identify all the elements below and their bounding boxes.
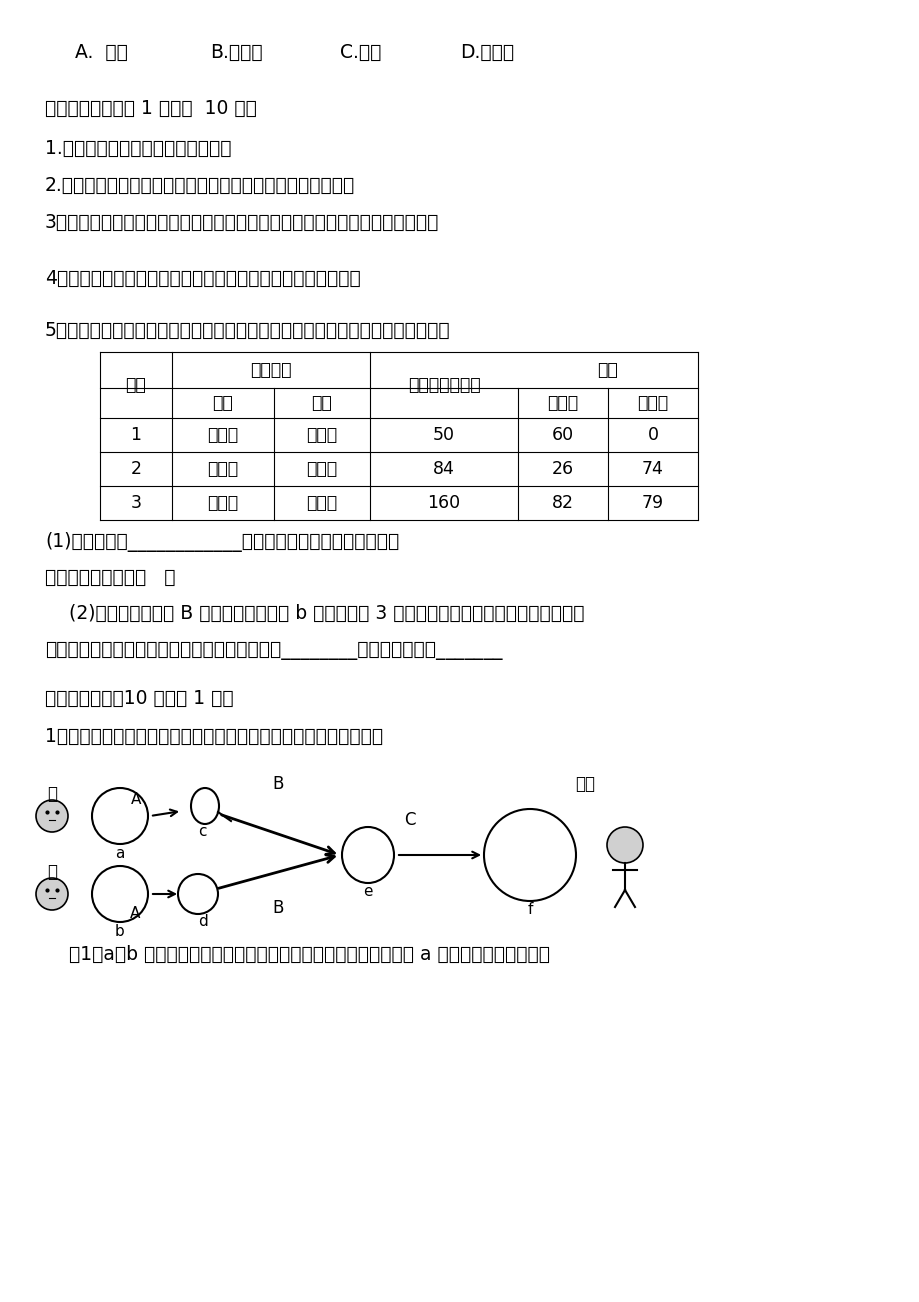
Text: 单眼皮: 单眼皮 (306, 426, 337, 444)
Text: 4、引起变异的原因首先决定于基础的不同，其次与也有关系。: 4、引起变异的原因首先决定于基础的不同，其次与也有关系。 (45, 268, 360, 288)
Text: 1: 1 (130, 426, 142, 444)
Text: 女儿: 女儿 (574, 775, 595, 793)
Text: e: e (363, 884, 372, 898)
Text: 二、填空题（每空 1 分，共  10 分）: 二、填空题（每空 1 分，共 10 分） (45, 99, 256, 117)
Text: 26: 26 (551, 460, 573, 478)
Text: 3: 3 (130, 493, 142, 512)
Text: a: a (115, 846, 125, 862)
Text: 父: 父 (47, 785, 57, 803)
Text: 5．某班同学对人群中双眼皮和单眼皮的遗传情况进行抽样调查，得到以下数据：: 5．某班同学对人群中双眼皮和单眼皮的遗传情况进行抽样调查，得到以下数据： (45, 320, 450, 340)
Text: A: A (130, 906, 140, 922)
Text: B: B (272, 775, 283, 793)
Text: A: A (130, 793, 141, 807)
Text: 母亲: 母亲 (312, 395, 332, 411)
Text: 单眼皮和双眼皮互称   。: 单眼皮和双眼皮互称 。 (45, 568, 176, 586)
Text: c: c (198, 824, 206, 840)
Text: 3、由两性生殖细胞结合成受精卵，在由受精卵发育成新个体的生殖方式叫做。: 3、由两性生殖细胞结合成受精卵，在由受精卵发育成新个体的生殖方式叫做。 (45, 212, 439, 232)
Text: 2.在研究生物的进化过程中，是非常重要也是最直接的证据。: 2.在研究生物的进化过程中，是非常重要也是最直接的证据。 (45, 176, 355, 194)
Text: B.达尔文: B.达尔文 (210, 43, 262, 61)
Text: b: b (115, 924, 125, 940)
Circle shape (36, 878, 68, 910)
Text: 60: 60 (551, 426, 573, 444)
Text: (2)如果显性基因用 B 表示，隐性基因用 b 表示，若第 3 组中父亲为双眼皮，母亲为单眼皮，生: (2)如果显性基因用 B 表示，隐性基因用 b 表示，若第 3 组中父亲为双眼皮… (45, 604, 584, 622)
Text: 单眼皮: 单眼皮 (207, 426, 238, 444)
Text: 三、看图答题（10 分每空 1 分）: 三、看图答题（10 分每空 1 分） (45, 689, 233, 707)
Circle shape (607, 827, 642, 863)
Text: 组别: 组别 (126, 376, 146, 395)
Text: d: d (198, 914, 208, 930)
Text: 双眼皮: 双眼皮 (637, 395, 668, 411)
Text: （1）a、b 分别表示父母的体细胞，他们的染色体数均为条，其中 a 细胞中性染色体组成为: （1）a、b 分别表示父母的体细胞，他们的染色体数均为条，其中 a 细胞中性染色… (45, 944, 550, 963)
Text: 父亲: 父亲 (212, 395, 233, 411)
Text: 74: 74 (641, 460, 664, 478)
Text: 婚配方式: 婚配方式 (250, 361, 291, 379)
Text: 0: 0 (647, 426, 658, 444)
Text: 1．下图表示人的生殖发育过程及染色体数目的变化，请据图回答：: 1．下图表示人的生殖发育过程及染色体数目的变化，请据图回答： (45, 727, 382, 746)
Text: 单眼皮: 单眼皮 (547, 395, 578, 411)
Text: 了一个单眼皮的孩子，请写出父亲的基因组成：________孩子的基因组成_______: 了一个单眼皮的孩子，请写出父亲的基因组成：________孩子的基因组成____… (45, 641, 502, 660)
Text: 双眼皮: 双眼皮 (207, 460, 238, 478)
Text: 2: 2 (130, 460, 142, 478)
Text: A.  牛顿: A. 牛顿 (75, 43, 128, 61)
Text: 82: 82 (551, 493, 573, 512)
Text: 双眼皮: 双眼皮 (207, 493, 238, 512)
Text: f: f (527, 902, 532, 918)
Text: 母: 母 (47, 863, 57, 881)
Text: C: C (403, 811, 415, 829)
Text: B: B (272, 898, 283, 917)
Text: 子女: 子女 (597, 361, 618, 379)
Text: 50: 50 (433, 426, 455, 444)
Text: 单眼皮: 单眼皮 (306, 493, 337, 512)
Text: 双眼皮: 双眼皮 (306, 460, 337, 478)
Text: 79: 79 (641, 493, 664, 512)
Text: 1.生物体的各种性状都是由控制的。: 1.生物体的各种性状都是由控制的。 (45, 138, 232, 158)
Circle shape (36, 799, 68, 832)
Text: C.米勒: C.米勒 (340, 43, 381, 61)
Text: 被调查家庭数目: 被调查家庭数目 (407, 376, 480, 395)
Text: 160: 160 (427, 493, 460, 512)
Text: (1)根据表中第____________组数据可以推测单眼皮为性状。: (1)根据表中第____________组数据可以推测单眼皮为性状。 (45, 533, 399, 552)
Text: D.袁隆平: D.袁隆平 (460, 43, 514, 61)
Text: 84: 84 (433, 460, 454, 478)
